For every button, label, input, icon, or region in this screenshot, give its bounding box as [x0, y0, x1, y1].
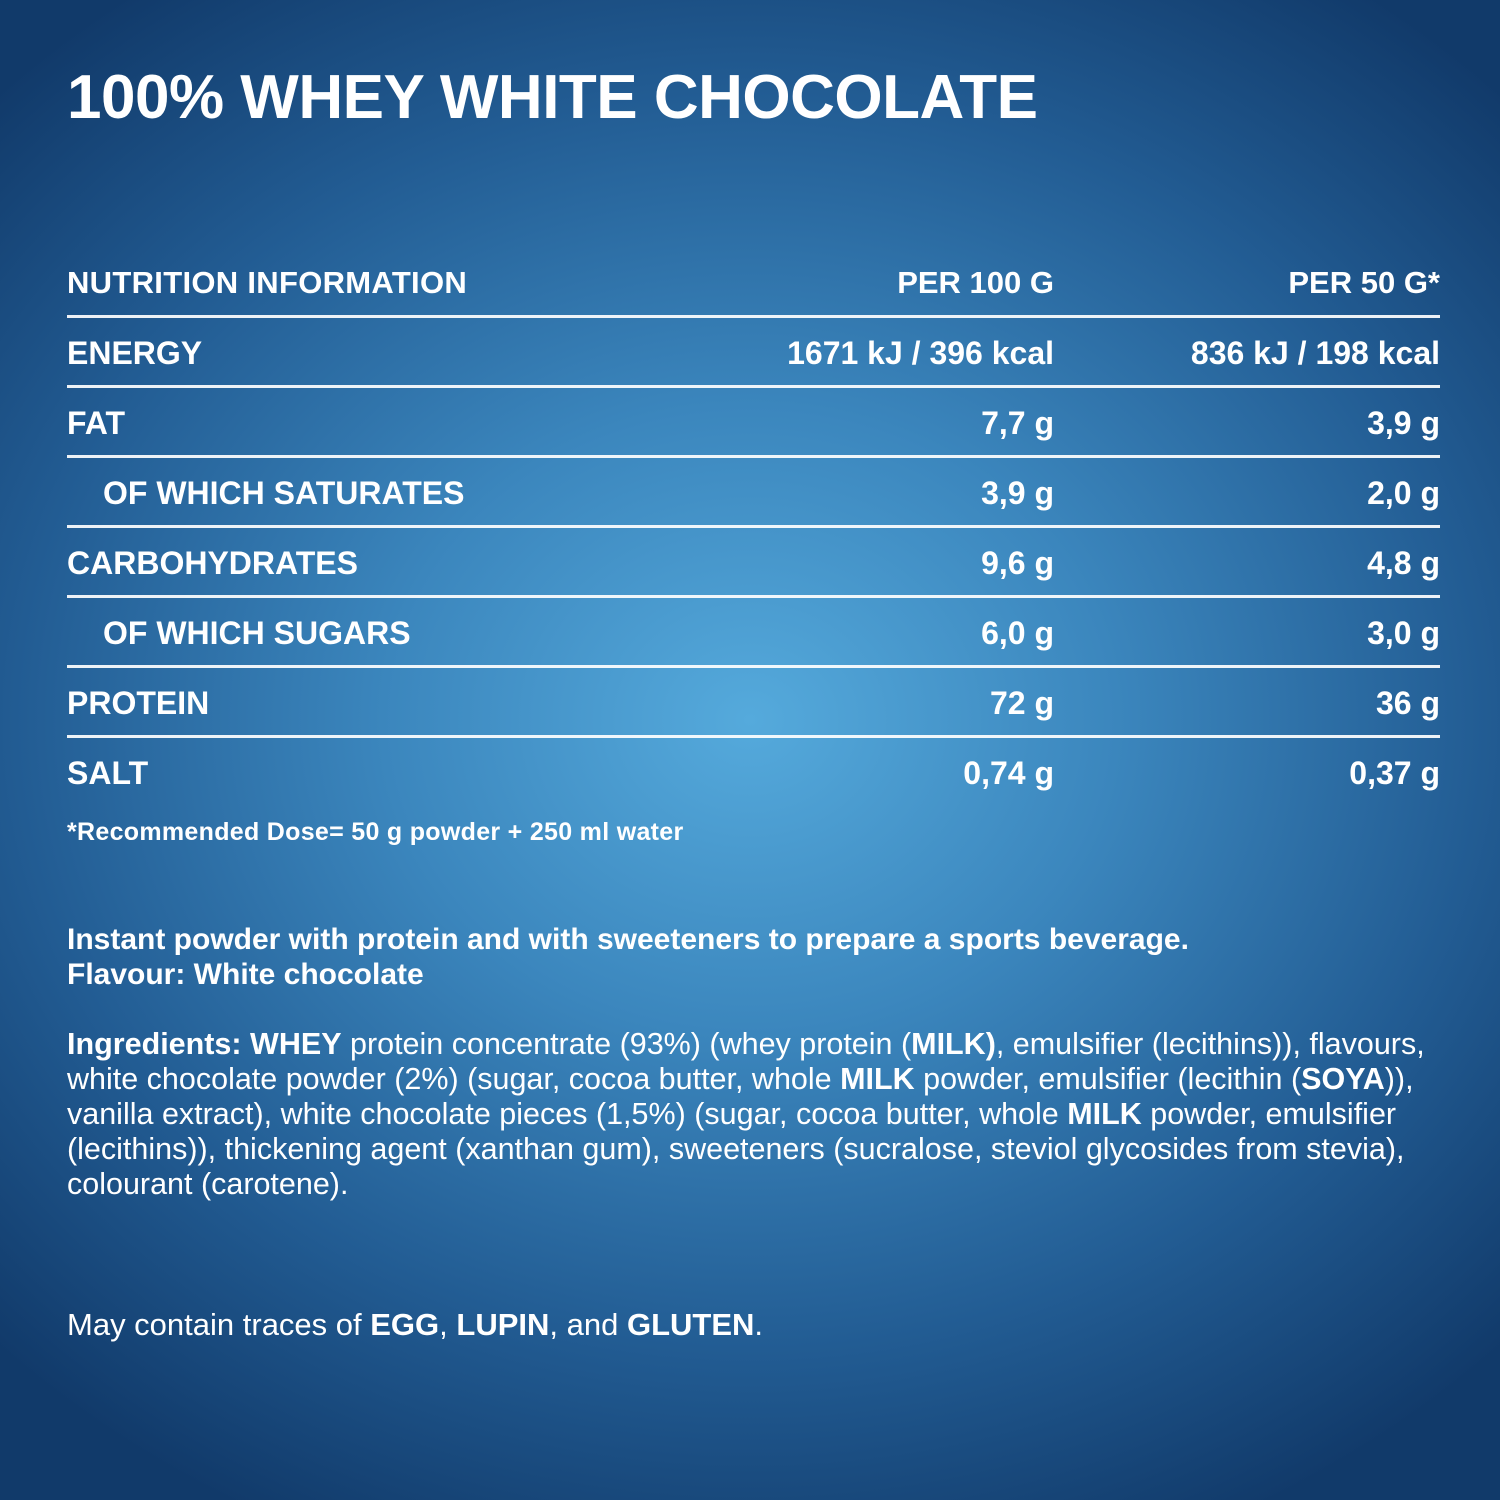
- nutrient-name: PROTEIN: [67, 685, 210, 721]
- allergen-soya: SOYA: [1301, 1062, 1385, 1096]
- ingredients-fragment: protein concentrate (93%) (whey protein …: [341, 1027, 912, 1061]
- nutrition-row-fat: FAT 7,7 g 3,9 g: [67, 388, 1440, 458]
- nutrition-row-carbohydrates: CARBOHYDRATES 9,6 g 4,8 g: [67, 528, 1440, 598]
- allergen-egg: EGG: [370, 1307, 440, 1342]
- nutrient-name: OF WHICH SATURATES: [103, 475, 465, 511]
- nutrition-row-sugars: OF WHICH SUGARS 6,0 g 3,0 g: [67, 598, 1440, 668]
- nutrient-name: FAT: [67, 405, 126, 441]
- description-line: Instant powder with protein and with swe…: [67, 923, 1189, 956]
- ingredients-label: Ingredients:: [67, 1027, 242, 1061]
- traces-fragment: May contain traces of: [67, 1307, 371, 1342]
- header-nutrition-information: NUTRITION INFORMATION: [67, 265, 468, 300]
- product-title: 100% WHEY WHITE CHOCOLATE: [67, 63, 1038, 132]
- ingredients-text: Ingredients: WHEY protein concentrate (9…: [67, 1027, 1442, 1202]
- value-per-100g: 0,74 g: [963, 755, 1054, 791]
- nutrition-row-saturates: OF WHICH SATURATES 3,9 g 2,0 g: [67, 458, 1440, 528]
- allergen-lupin: LUPIN: [456, 1307, 550, 1342]
- value-per-50g: 836 kJ / 198 kcal: [1190, 335, 1440, 371]
- traces-fragment: ,: [439, 1307, 457, 1342]
- value-per-50g: 3,9 g: [1367, 405, 1440, 441]
- value-per-100g: 72 g: [989, 685, 1054, 721]
- ingredients-fragment: powder, emulsifier (lecithin (: [914, 1062, 1302, 1096]
- nutrition-row-protein: PROTEIN 72 g 36 g: [67, 668, 1440, 738]
- recommended-dose-footnote: *Recommended Dose= 50 g powder + 250 ml …: [67, 818, 684, 846]
- product-description: Instant powder with protein and with swe…: [67, 922, 1447, 992]
- value-per-100g: 6,0 g: [981, 615, 1054, 651]
- nutrition-row-energy: ENERGY 1671 kJ / 396 kcal 836 kJ / 198 k…: [67, 318, 1440, 388]
- traces-fragment: .: [754, 1307, 764, 1342]
- allergen-traces-notice: May contain traces of EGG, LUPIN, and GL…: [67, 1307, 763, 1342]
- flavour-line: Flavour: White chocolate: [67, 958, 424, 991]
- value-per-100g: 1671 kJ / 396 kcal: [787, 335, 1054, 371]
- nutrition-table: NUTRITION INFORMATION PER 100 G PER 50 G…: [67, 248, 1440, 808]
- header-per-50g: PER 50 G*: [1288, 265, 1440, 300]
- value-per-50g: 3,0 g: [1367, 615, 1440, 651]
- allergen-milk: MILK: [1067, 1097, 1142, 1131]
- value-per-50g: 2,0 g: [1367, 475, 1440, 511]
- nutrient-name: ENERGY: [67, 335, 203, 371]
- nutrient-name: CARBOHYDRATES: [67, 545, 358, 581]
- ingredients-fragment: powder, emulsifier (lecithins)), thicken…: [67, 1097, 1405, 1201]
- value-per-50g: 36 g: [1375, 685, 1440, 721]
- allergen-whey: WHEY: [250, 1027, 342, 1061]
- nutrient-name: OF WHICH SUGARS: [103, 615, 411, 651]
- allergen-milk: MILK: [840, 1062, 915, 1096]
- header-per-100g: PER 100 G: [897, 265, 1054, 300]
- ingredients-fragment: , emulsifier (lecithins)), flavours, whi…: [67, 1027, 1425, 1096]
- value-per-50g: 4,8 g: [1367, 545, 1440, 581]
- ingredients-fragment: )), vanilla extract), white chocolate pi…: [67, 1062, 1414, 1131]
- allergen-milk: MILK): [911, 1027, 996, 1061]
- allergen-gluten: GLUTEN: [626, 1307, 755, 1342]
- value-per-100g: 9,6 g: [981, 545, 1054, 581]
- nutrition-table-header: NUTRITION INFORMATION PER 100 G PER 50 G…: [67, 248, 1440, 318]
- value-per-50g: 0,37 g: [1349, 755, 1440, 791]
- nutrient-name: SALT: [67, 755, 149, 791]
- traces-fragment: , and: [549, 1307, 627, 1342]
- nutrition-row-salt: SALT 0,74 g 0,37 g: [67, 738, 1440, 808]
- value-per-100g: 3,9 g: [981, 475, 1054, 511]
- value-per-100g: 7,7 g: [981, 405, 1054, 441]
